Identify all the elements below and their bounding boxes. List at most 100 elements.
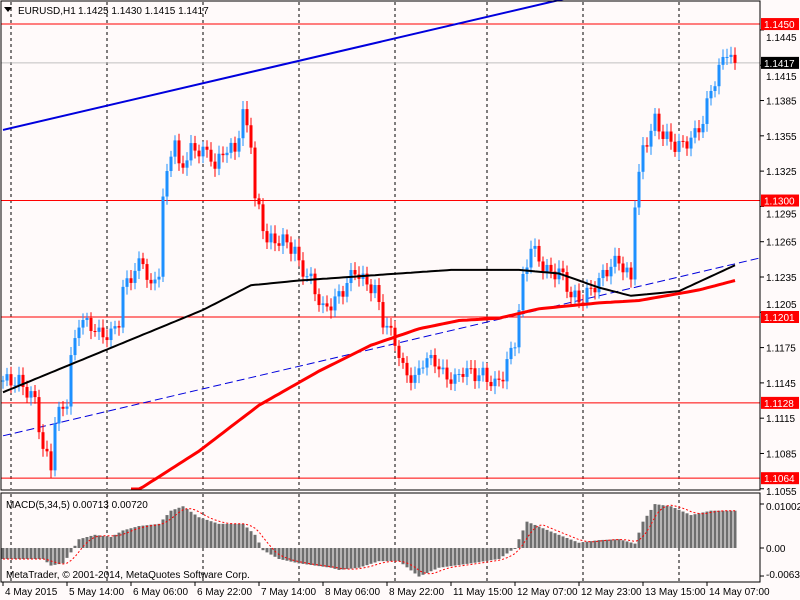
- candle-body: [229, 142, 233, 153]
- macd-histogram-bar: [381, 548, 385, 562]
- candle-body: [209, 149, 213, 162]
- macd-histogram-bar: [417, 548, 421, 577]
- candle-body: [9, 374, 13, 386]
- candle-body: [637, 171, 641, 208]
- candle-body: [89, 317, 93, 332]
- macd-histogram-bar: [481, 548, 485, 562]
- macd-histogram-bar: [353, 548, 357, 569]
- macd-histogram-bar: [169, 510, 173, 548]
- candle: [469, 360, 473, 374]
- candle-body: [685, 141, 689, 149]
- price-axis[interactable]: 1.1445 1.1415 1.1385 1.1355 1.1325 1.1295 1.12…: [760, 18, 800, 581]
- candle: [521, 266, 525, 318]
- candle: [365, 266, 369, 291]
- macd-histogram-bar: [69, 548, 73, 553]
- macd-histogram-bar: [349, 548, 353, 569]
- macd-histogram-bar: [629, 542, 633, 548]
- candle-body: [73, 338, 77, 356]
- trendlines[interactable]: [2, 0, 760, 437]
- level-price-tag: [761, 18, 799, 31]
- moving-averages: [2, 264, 736, 491]
- candle: [265, 223, 269, 250]
- candle-body: [617, 255, 621, 264]
- candle-body: [625, 267, 629, 273]
- candle-body: [517, 310, 521, 348]
- candle: [417, 360, 421, 384]
- horizontal-levels[interactable]: [1, 23, 760, 479]
- candle: [681, 135, 685, 148]
- candle: [505, 351, 509, 390]
- macd-histogram-bar: [501, 548, 505, 557]
- candle: [645, 137, 649, 153]
- macd-histogram-bar: [641, 521, 645, 548]
- macd-histogram-bar: [661, 505, 665, 548]
- candle: [529, 240, 533, 274]
- candle-body: [589, 287, 593, 289]
- candle-body: [289, 242, 293, 254]
- candle-body: [157, 276, 161, 280]
- candle: [449, 372, 453, 391]
- candle: [629, 262, 633, 288]
- candle: [541, 256, 545, 280]
- candle-body: [321, 303, 325, 306]
- candle: [457, 369, 461, 383]
- time-axis[interactable]: 4 May 2015 5 May 14:00 6 May 06:00 6 May 22…: [2, 582, 770, 598]
- candle-body: [29, 391, 33, 398]
- macd-histogram-bar: [573, 541, 577, 548]
- candle-body: [285, 234, 289, 243]
- candle: [289, 236, 293, 262]
- time-tick-label: 8 May 06:00: [325, 587, 380, 598]
- candle: [197, 144, 201, 164]
- candle-body: [717, 64, 721, 87]
- candle-body: [509, 347, 513, 360]
- macd-histogram-bar: [525, 521, 529, 548]
- macd-histogram-bar: [121, 530, 125, 548]
- candle-body: [301, 260, 305, 277]
- candle-body: [65, 406, 69, 409]
- candle-body: [329, 306, 333, 311]
- candle: [129, 270, 133, 291]
- candle: [13, 377, 17, 393]
- candle-body: [125, 278, 129, 287]
- macd-histogram-bar: [357, 548, 361, 568]
- macd-histogram-bar: [97, 535, 101, 548]
- candle-body: [601, 269, 605, 279]
- macd-histogram-bar: [309, 548, 313, 566]
- candle-body: [701, 123, 705, 133]
- macd-histogram-bar: [553, 533, 557, 548]
- price-tick-label: 1.1145: [766, 379, 796, 390]
- candle-body: [649, 130, 653, 147]
- macd-panel: [1, 504, 737, 577]
- candle-body: [445, 367, 449, 380]
- macd-histogram-bar: [273, 548, 277, 557]
- level-price-label: 1.1450: [764, 20, 795, 31]
- dropdown-triangle-icon[interactable]: [4, 7, 12, 12]
- candle-body: [337, 291, 341, 297]
- macd-histogram-bar: [561, 536, 565, 548]
- trendline-dashed: [2, 257, 760, 437]
- candle-body: [385, 325, 389, 328]
- candle-body: [165, 171, 169, 197]
- candle: [461, 367, 465, 383]
- candle: [401, 352, 405, 369]
- candle-body: [641, 145, 645, 172]
- candle-body: [437, 366, 441, 370]
- level-price-tag: [761, 396, 799, 409]
- macd-histogram-bar: [613, 539, 617, 548]
- macd-histogram-bar: [685, 513, 689, 548]
- candle-body: [53, 423, 57, 471]
- macd-histogram-bar: [517, 539, 521, 548]
- candle: [77, 319, 81, 346]
- level-price-label: 1.1064: [764, 474, 795, 485]
- macd-histogram-bar: [429, 548, 433, 572]
- macd-histogram-bar: [729, 510, 733, 548]
- macd-histogram-bar: [321, 548, 325, 567]
- candle: [85, 312, 89, 327]
- macd-histogram-bar: [285, 548, 289, 561]
- candle-body: [169, 156, 173, 172]
- candle: [249, 117, 253, 154]
- macd-histogram-bar: [557, 534, 561, 548]
- candle: [317, 288, 321, 312]
- candle-body: [689, 137, 693, 149]
